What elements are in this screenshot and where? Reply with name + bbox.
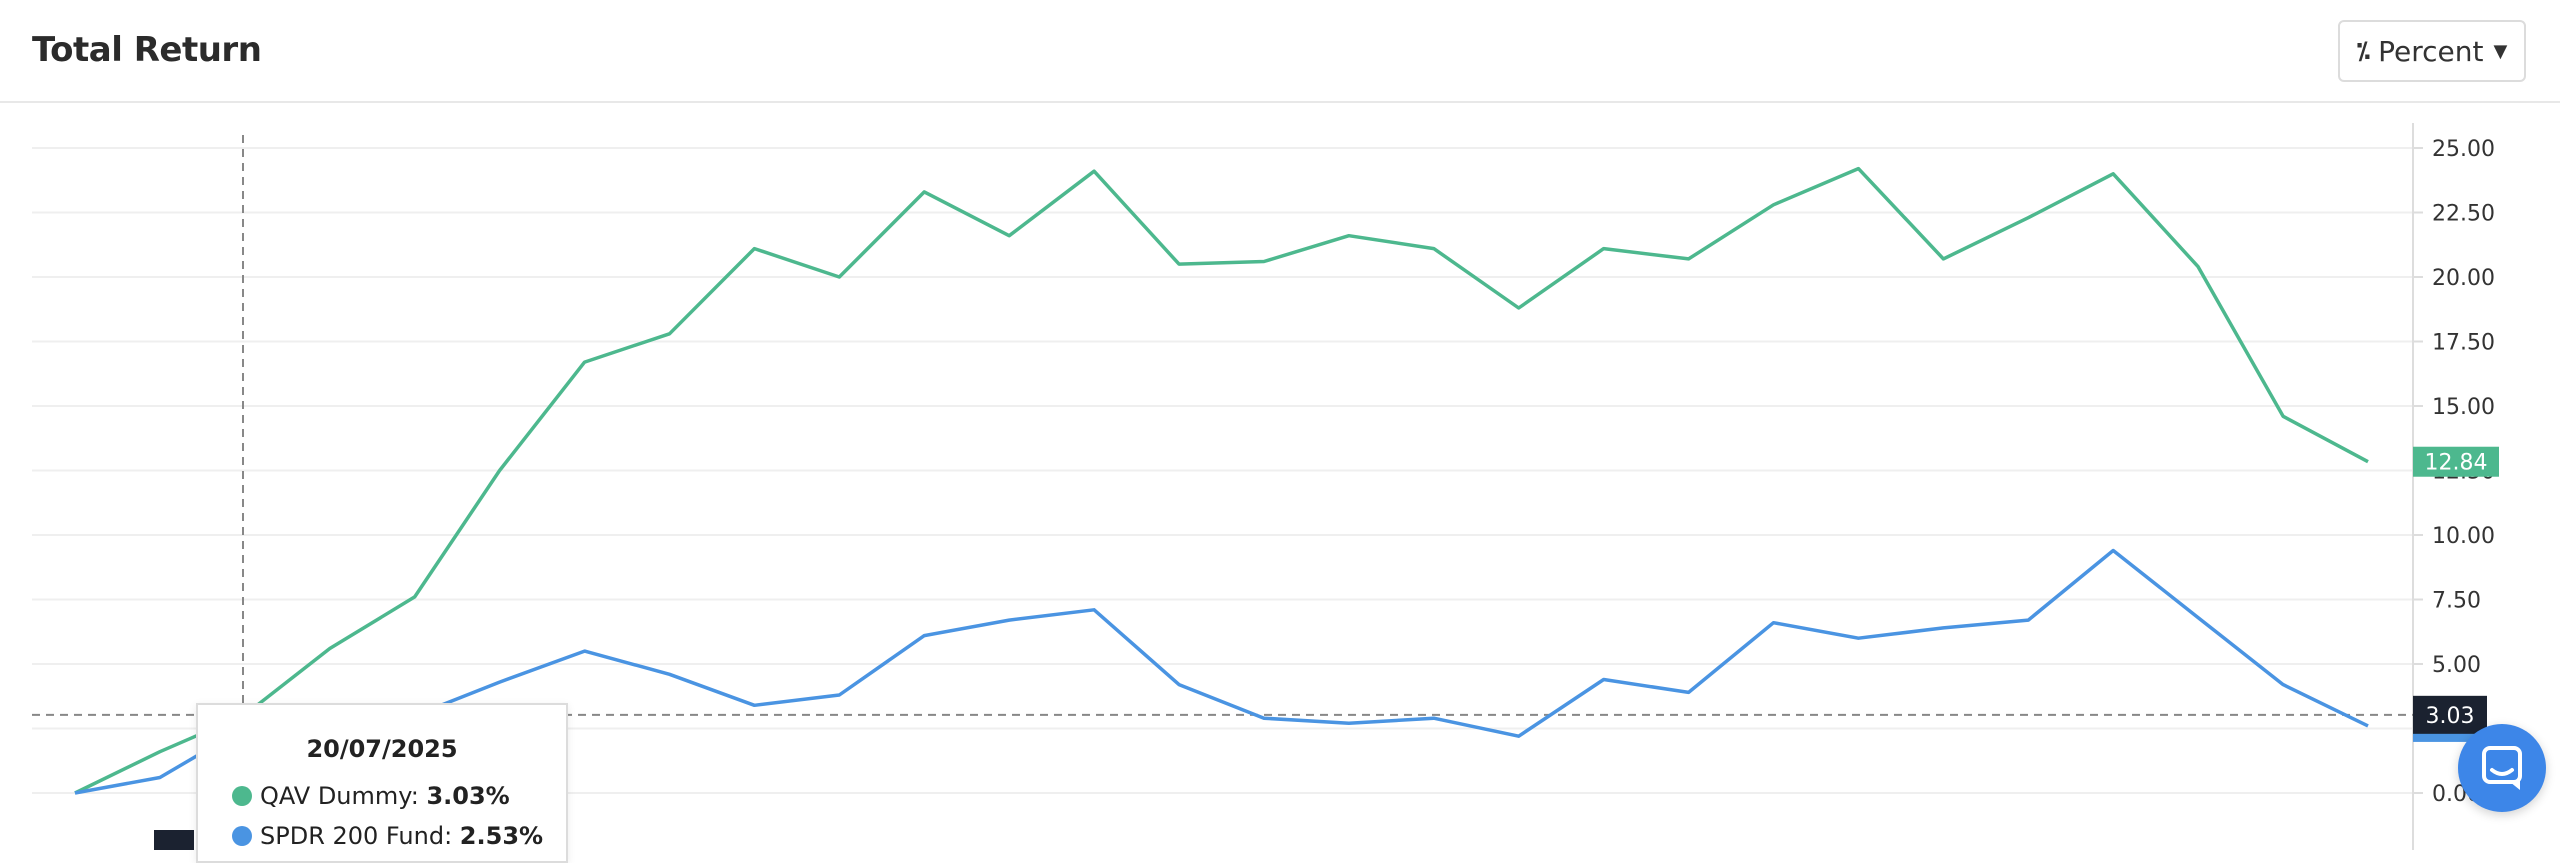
y-tick-label: 5.00 — [2432, 653, 2481, 678]
tooltip-row-spdr: SPDR 200 Fund: 2.53% — [232, 822, 543, 850]
tooltip-series-name: QAV Dummy — [260, 782, 411, 810]
tooltip-series-value: 2.53% — [459, 822, 544, 850]
chart-header: Total Return ⁒ Percent ▼ — [0, 0, 2560, 103]
grid-lines — [32, 147, 2412, 794]
y-tick-label: 17.50 — [2432, 331, 2495, 356]
y-tick-label: 25.00 — [2432, 137, 2495, 162]
chat-button[interactable] — [2458, 724, 2546, 812]
percent-icon: ⁒ — [2356, 37, 2371, 65]
unit-dropdown-button[interactable]: ⁒ Percent ▼ — [2338, 20, 2526, 82]
crosshair-value-label: 3.03 — [2426, 704, 2475, 729]
series-lines — [74, 166, 2369, 795]
x-axis-date-marker — [154, 830, 194, 850]
spdr-200-fund-line — [74, 548, 2369, 795]
spdr-legend-dot — [232, 826, 252, 846]
chart-title: Total Return — [32, 30, 262, 70]
crosshair-value-tag — [2413, 695, 2487, 734]
chart-tooltip: 20/07/2025 QAV Dummy: 3.03% SPDR 200 Fun… — [196, 703, 568, 863]
chevron-down-icon: ▼ — [2493, 40, 2508, 62]
tooltip-series-value: 3.03% — [426, 782, 510, 810]
y-tick-label: 7.50 — [2432, 589, 2481, 614]
y-tick-label: 15.00 — [2432, 395, 2495, 420]
y-tick-label: 20.00 — [2432, 266, 2495, 291]
qav-dummy-line — [74, 166, 2369, 795]
chat-icon — [2482, 746, 2522, 790]
qav-last-value-label: 12.84 — [2425, 451, 2488, 476]
unit-dropdown-label: Percent — [2378, 34, 2484, 68]
y-tick-label: 10.00 — [2432, 524, 2495, 549]
tooltip-date: 20/07/2025 — [306, 735, 458, 763]
value-labels: 12.84 3.03 — [2413, 446, 2499, 742]
tooltip-row-qav: QAV Dummy: 3.03% — [232, 782, 510, 810]
y-tick-label: 22.50 — [2432, 202, 2495, 227]
qav-legend-dot — [232, 786, 252, 806]
qav-last-value-tag — [2413, 446, 2499, 477]
tooltip-series-name: SPDR 200 Fund — [260, 822, 445, 850]
